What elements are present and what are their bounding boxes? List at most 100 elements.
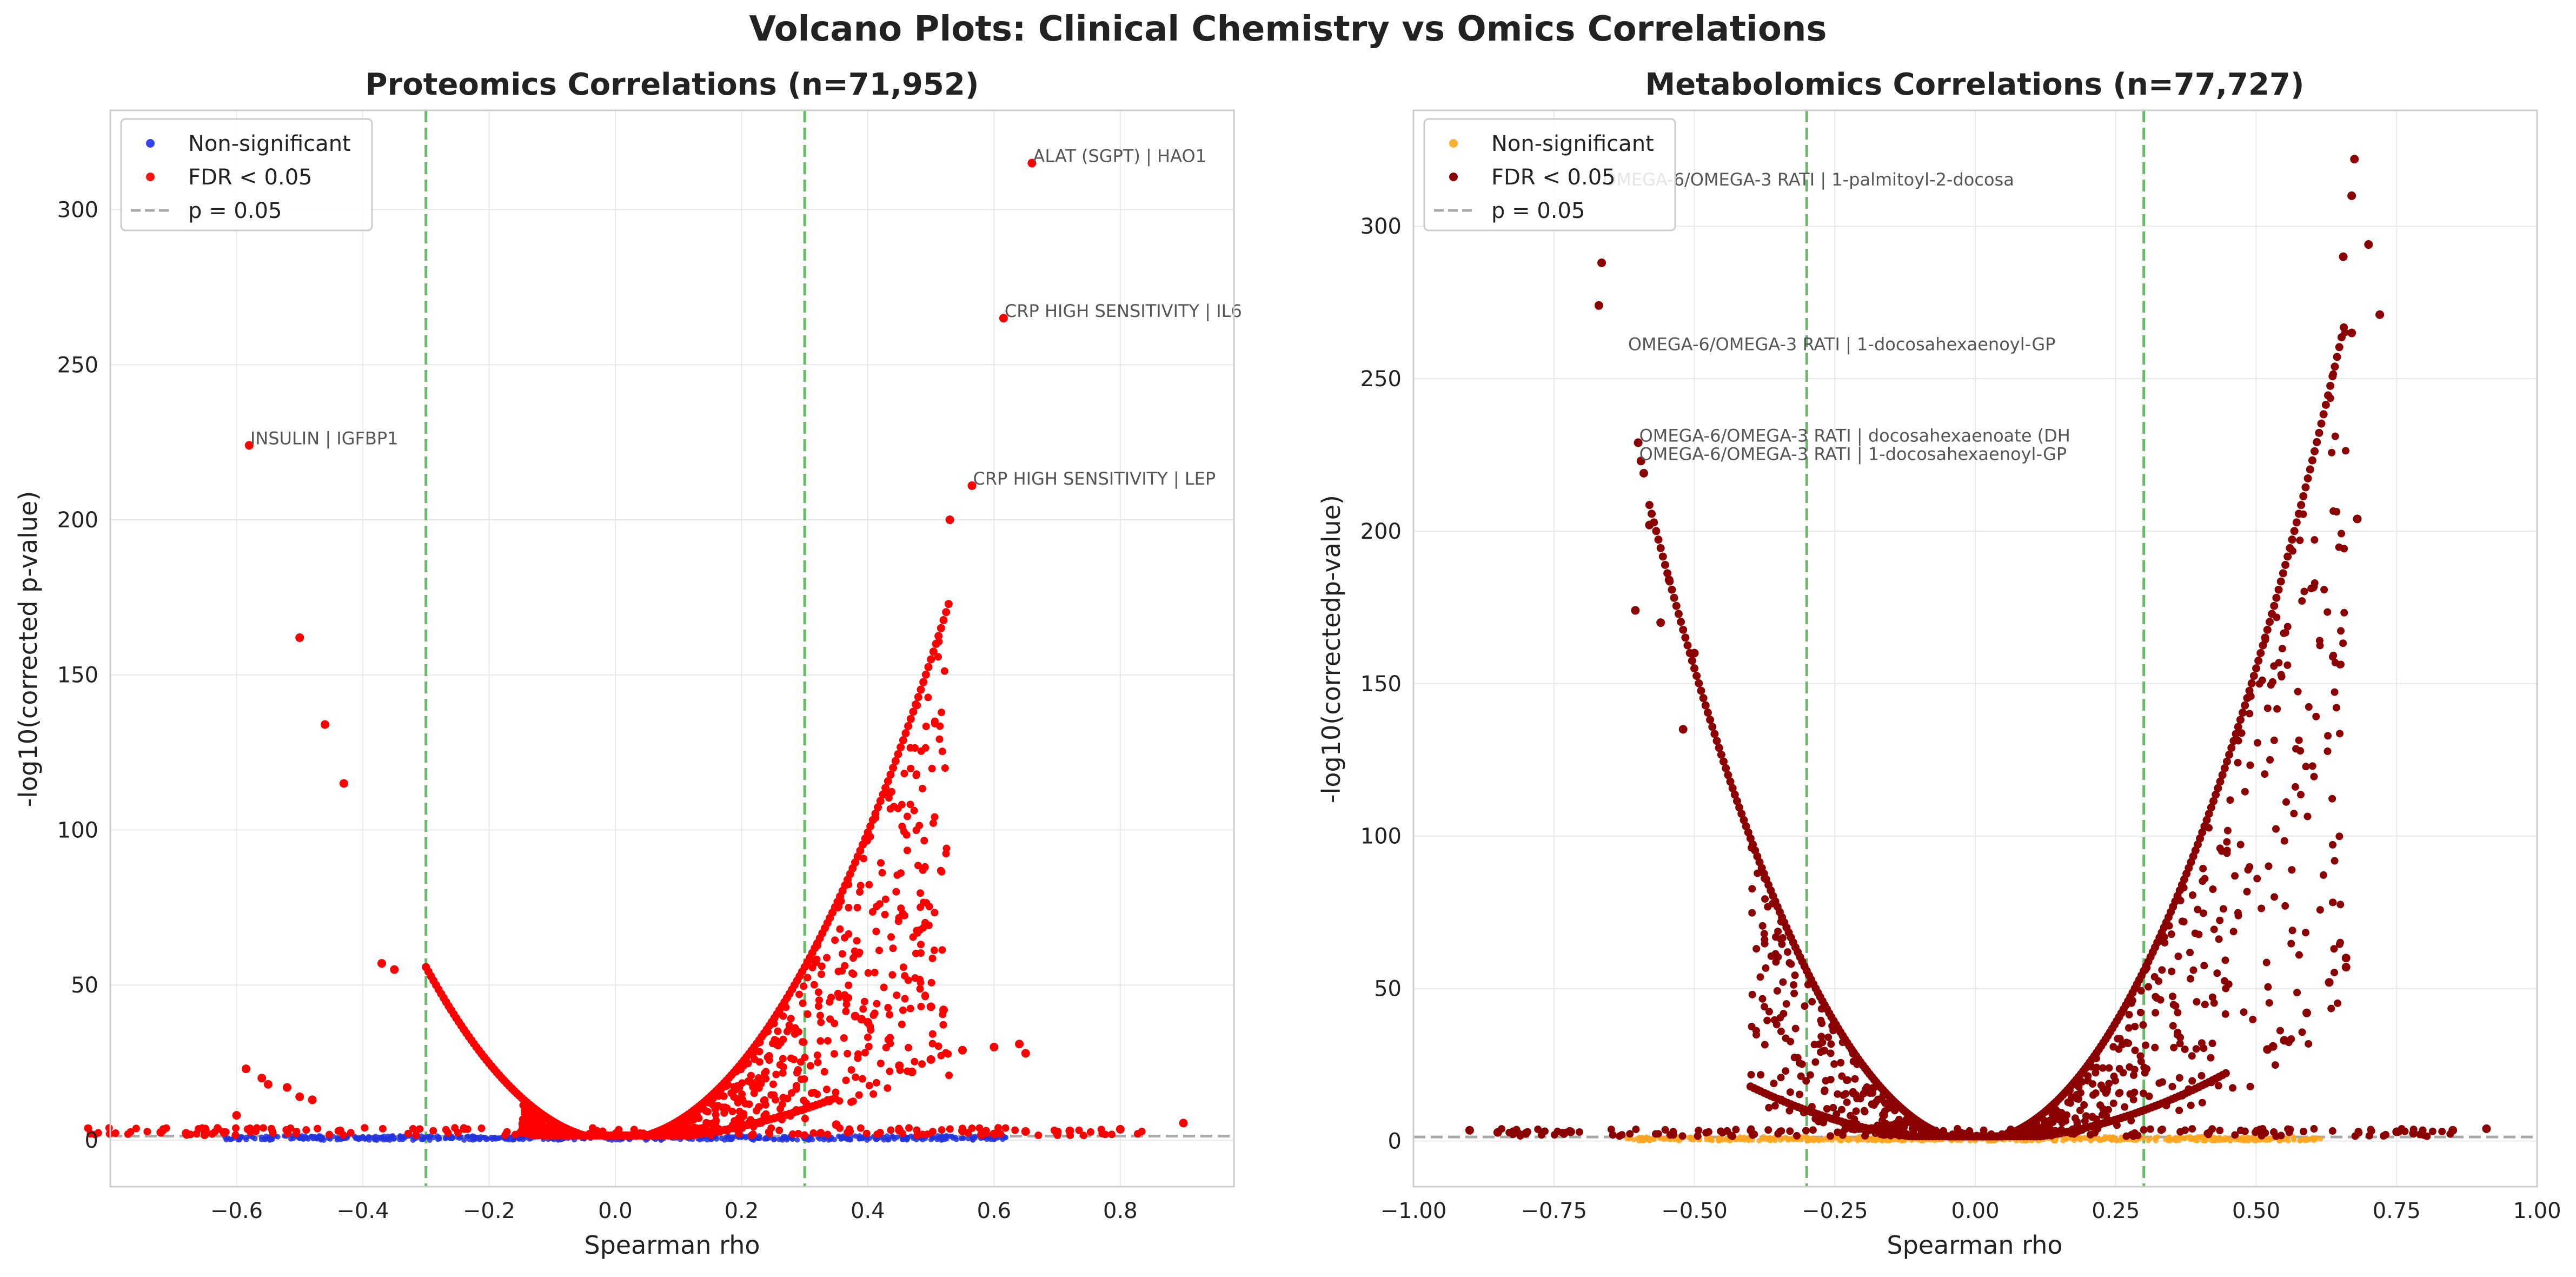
proteomics-point-sig: [630, 1126, 638, 1134]
proteomics-point-nonsig: [900, 1136, 906, 1142]
proteomics-point-sig: [931, 909, 939, 917]
metabolomics-point-sig: [2181, 1126, 2189, 1134]
metabolomics-point-nonsig: [2153, 1137, 2159, 1143]
metabolomics-point-sig: [2130, 1088, 2139, 1096]
proteomics-point-sig: [842, 1076, 850, 1084]
proteomics-point-sig: [813, 1090, 821, 1099]
proteomics-point-sig: [865, 1042, 873, 1050]
metabolomics-point-sig: [1787, 1037, 1795, 1046]
metabolomics-point-sig: [2338, 530, 2346, 538]
metabolomics-point-sig: [1838, 1129, 1847, 1137]
proteomics-point-sig: [518, 1126, 526, 1134]
metabolomics-point-sig: [1934, 1132, 1942, 1140]
metabolomics-point-sig: [2254, 657, 2263, 665]
metabolomics-point-sig: [2103, 1087, 2111, 1095]
metabolomics-point-sig: [2341, 447, 2349, 455]
metabolomics-point-sig: [1747, 1070, 1755, 1078]
proteomics-point-outlier: [907, 1067, 917, 1076]
metabolomics-point-sig: [1749, 1130, 1757, 1138]
metabolomics-point-sig: [1618, 1131, 1626, 1139]
metabolomics-point-sig: [2328, 1127, 2336, 1135]
proteomics-point-sig: [589, 1124, 597, 1132]
metabolomics-point-sig: [2152, 993, 2160, 1001]
metabolomics-point-sig: [1811, 1058, 1820, 1066]
metabolomics-point-sig: [2234, 911, 2242, 919]
proteomics-annotation: ALAT (SGPT) | HAO1: [1033, 145, 1206, 166]
metabolomics-point-sig: [2241, 1127, 2249, 1135]
proteomics-ytick-label: 150: [57, 663, 98, 688]
metabolomics-point-sig: [2118, 1041, 2126, 1049]
proteomics-legend-label: Non-significant: [188, 131, 351, 156]
proteomics-point-sig: [744, 1060, 752, 1068]
proteomics-point-nonsig: [372, 1135, 378, 1141]
proteomics-point-outlier: [339, 779, 348, 788]
proteomics-point-sig: [904, 722, 913, 730]
metabolomics-point-sig: [1670, 593, 1678, 602]
metabolomics-point-sig: [1817, 1005, 1825, 1013]
metabolomics-point-sig: [2333, 353, 2341, 361]
metabolomics-point-sig: [2323, 747, 2332, 755]
metabolomics-point-sig: [2293, 989, 2301, 997]
proteomics-point-sig: [886, 770, 895, 779]
metabolomics-point-nonsig: [2072, 1137, 2077, 1143]
metabolomics-point-sig: [2004, 1129, 2012, 1137]
metabolomics-point-outlier: [1493, 1128, 1502, 1137]
metabolomics-point-sig: [2241, 701, 2249, 710]
proteomics-point-sig: [361, 1124, 369, 1132]
proteomics-point-sig: [404, 1129, 412, 1137]
metabolomics-point-sig: [1770, 1080, 1778, 1088]
metabolomics-point-outlier: [2347, 191, 2356, 200]
proteomics-point-sig: [934, 653, 942, 661]
metabolomics-point-sig: [1847, 1111, 1855, 1120]
proteomics-legend-marker: [146, 139, 155, 148]
proteomics-point-sig: [897, 869, 905, 877]
proteomics-point-sig: [1133, 1130, 1141, 1138]
metabolomics-point-sig: [1761, 875, 1769, 883]
proteomics-point-sig: [852, 1073, 860, 1081]
metabolomics-point-sig: [2270, 601, 2279, 610]
metabolomics-point-sig: [2329, 841, 2337, 849]
metabolomics-point-outlier: [1690, 649, 1699, 658]
metabolomics-point-sig: [1808, 997, 1816, 1005]
metabolomics-point-sig: [1887, 1096, 1895, 1104]
proteomics-point-sig: [935, 638, 943, 646]
metabolomics-point-sig: [2332, 704, 2340, 712]
metabolomics-point-sig: [1791, 971, 1799, 980]
metabolomics-point-sig: [2231, 872, 2239, 880]
metabolomics-point-sig: [2265, 999, 2273, 1007]
metabolomics-point-sig: [2080, 1101, 2088, 1109]
proteomics-point-sig: [884, 1004, 892, 1012]
metabolomics-point-sig: [2102, 1035, 2110, 1043]
proteomics-point-sig: [938, 747, 946, 756]
metabolomics-point-sig: [1760, 930, 1768, 938]
metabolomics-point-sig: [1860, 1107, 1868, 1115]
metabolomics-point-sig: [2072, 1128, 2080, 1136]
metabolomics-point-sig: [2075, 1083, 2083, 1091]
metabolomics-point-sig: [2278, 673, 2286, 681]
proteomics-point-sig: [901, 729, 910, 738]
proteomics-point-sig: [928, 954, 937, 962]
proteomics-point-sig: [793, 1069, 801, 1077]
metabolomics-point-sig: [2317, 419, 2326, 428]
metabolomics-point-nonsig: [2171, 1137, 2177, 1143]
metabolomics-point-sig: [2272, 593, 2281, 602]
metabolomics-point-sig: [2223, 838, 2231, 846]
metabolomics-point-sig: [1748, 844, 1756, 852]
metabolomics-point-outlier: [2409, 1129, 2418, 1138]
metabolomics-point-sig: [2354, 1127, 2362, 1135]
metabolomics-point-sig: [2288, 535, 2296, 544]
metabolomics-point-sig: [2282, 798, 2290, 806]
proteomics-point-sig: [917, 941, 925, 949]
metabolomics-point-sig: [2265, 618, 2274, 626]
proteomics-point-sig: [756, 1038, 764, 1047]
proteomics-point-sig: [798, 1038, 806, 1046]
metabolomics-point-sig: [1515, 1129, 1523, 1137]
metabolomics-point-sig: [1829, 1103, 1837, 1111]
metabolomics-point-nonsig: [2202, 1137, 2208, 1143]
proteomics-point-sig: [918, 784, 926, 792]
proteomics-point-sig: [860, 997, 868, 1005]
proteomics-point-sig: [859, 1005, 867, 1013]
metabolomics-point-sig: [2329, 507, 2338, 515]
metabolomics-point-sig: [1710, 730, 1719, 738]
metabolomics-point-sig: [2316, 906, 2324, 914]
